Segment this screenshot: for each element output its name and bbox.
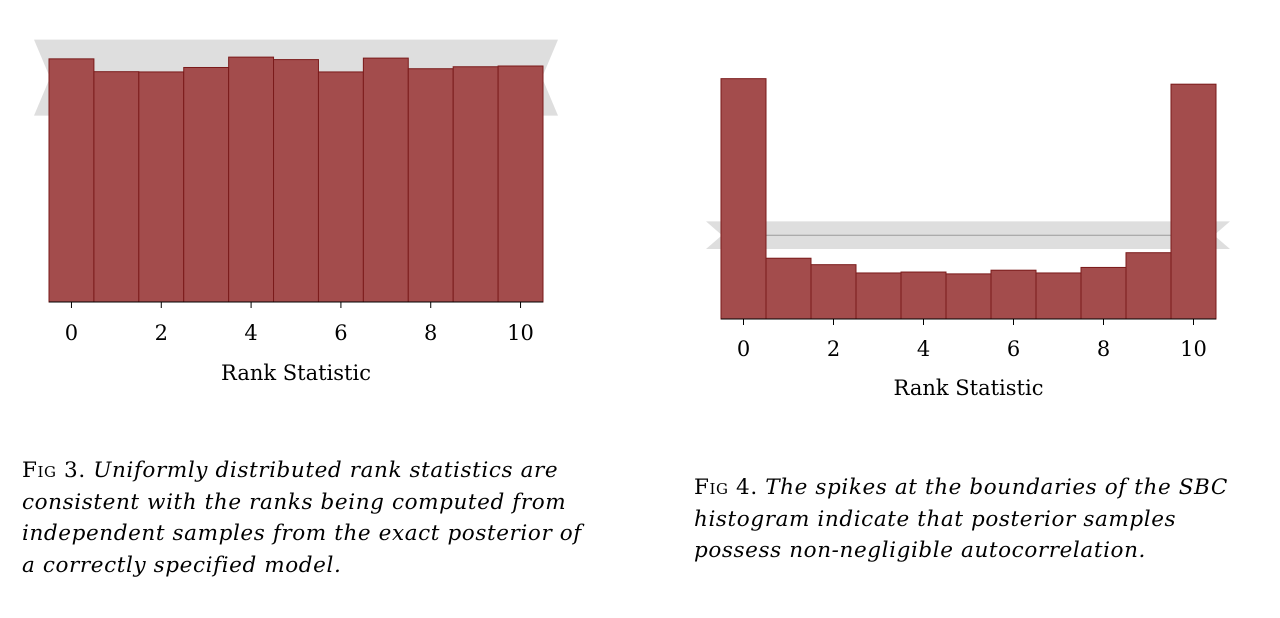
- fig3-bar-rank-2: [138, 71, 185, 303]
- fig4-band-layer: [706, 221, 1230, 250]
- fig3-bar-rank-10: [497, 65, 544, 303]
- fig4-bar-rank-6: [990, 269, 1037, 320]
- fig4-bar-rank-10: [1170, 83, 1217, 320]
- fig3-bar-rank-9: [452, 66, 499, 303]
- fig3-tick-label-0: 0: [65, 321, 78, 345]
- fig4-bar-rank-4: [900, 271, 947, 320]
- fig3-bar-rank-0: [48, 58, 95, 303]
- fig4-tick-label-2: 2: [827, 337, 840, 361]
- fig4-tick-label-6: 6: [1007, 337, 1020, 361]
- fig4-tick-label-0: 0: [737, 337, 750, 361]
- fig4-bar-rank-5: [945, 273, 992, 320]
- fig3-bar-rank-1: [93, 71, 140, 303]
- fig4-bar-rank-8: [1080, 266, 1127, 320]
- fig3-bar-rank-4: [228, 56, 275, 303]
- fig3-bar-rank-6: [317, 71, 364, 303]
- fig4-bars-layer: [720, 78, 1217, 320]
- fig4-tick-label-8: 8: [1097, 337, 1110, 361]
- fig3-caption-text: Uniformly distributed rank statistics ar…: [22, 458, 582, 578]
- fig3-bar-rank-5: [273, 59, 319, 303]
- fig3-tick-label-4: 4: [244, 321, 257, 345]
- fig4-bar-rank-1: [765, 257, 812, 320]
- fig3-bar-rank-3: [183, 66, 230, 303]
- fig4-tick-label-4: 4: [917, 337, 930, 361]
- fig3-caption: Fig 3. Uniformly distributed rank statis…: [22, 455, 582, 581]
- fig3-ticks-layer: 0 2 4 6 8 10: [65, 302, 534, 345]
- fig3-bar-rank-8: [407, 68, 454, 303]
- fig3-histogram: 0 2 4 6 8 10 Rank Statistic: [34, 39, 558, 385]
- fig4-bar-rank-7: [1035, 272, 1082, 320]
- fig4-x-axis-label: Rank Statistic: [894, 376, 1044, 400]
- fig3-bar-rank-7: [362, 57, 409, 303]
- fig3-tick-label-2: 2: [155, 321, 168, 345]
- fig4-caption-text: The spikes at the boundaries of the SBC …: [694, 475, 1228, 563]
- fig3-bars-layer: [48, 56, 544, 303]
- fig4-tick-label-10: 10: [1180, 337, 1207, 361]
- fig4-bar-rank-2: [810, 264, 857, 320]
- fig4-caption-label: Fig 4.: [694, 475, 758, 500]
- fig4-ticks-layer: 0 2 4 6 8 10: [737, 319, 1207, 361]
- fig4-caption: Fig 4. The spikes at the boundaries of t…: [694, 472, 1264, 567]
- fig3-tick-label-10: 10: [507, 321, 534, 345]
- fig3-tick-label-6: 6: [334, 321, 347, 345]
- fig3-caption-label: Fig 3.: [22, 458, 86, 483]
- fig3-x-axis-label: Rank Statistic: [221, 361, 371, 385]
- fig4-bar-rank-9: [1125, 252, 1172, 320]
- fig4-bar-rank-0: [720, 78, 767, 320]
- fig4-bar-rank-3: [855, 272, 902, 320]
- fig3-tick-label-8: 8: [424, 321, 437, 345]
- fig4-histogram: 0 2 4 6 8 10 Rank Statistic: [706, 78, 1230, 400]
